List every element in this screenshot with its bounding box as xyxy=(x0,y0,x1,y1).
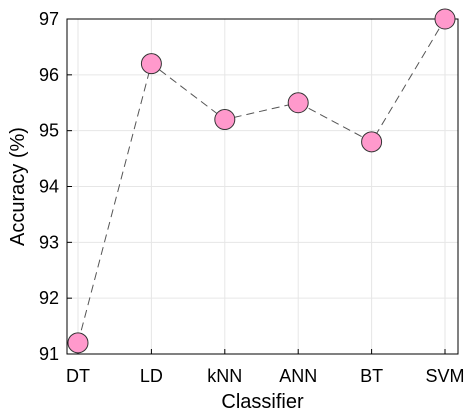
y-axis-ticks: 91 92 93 94 95 96 97 xyxy=(39,9,72,364)
data-points xyxy=(67,8,456,354)
grid-lines xyxy=(67,18,458,355)
x-axis-label: Classifier xyxy=(221,391,304,413)
x-tick-label: DT xyxy=(66,366,90,386)
data-point-knn xyxy=(214,109,236,130)
y-tick-label: 95 xyxy=(39,121,59,141)
y-tick-label: 97 xyxy=(39,9,59,29)
data-point-bt xyxy=(361,131,383,153)
y-tick-label: 96 xyxy=(39,65,59,85)
data-point-dt xyxy=(67,332,89,354)
y-tick-label: 94 xyxy=(39,177,59,197)
y-axis-label: Accuracy (%) xyxy=(7,127,29,246)
y-tick-label: 91 xyxy=(39,344,59,364)
x-tick-label: kNN xyxy=(207,366,242,386)
data-point-ld xyxy=(140,53,162,75)
x-tick-label: SVM xyxy=(425,366,464,386)
x-tick-label: LD xyxy=(140,366,163,386)
y-tick-label: 93 xyxy=(39,232,59,252)
x-tick-label: ANN xyxy=(279,366,317,386)
x-axis-ticks: DT LD kNN ANN BT SVM xyxy=(66,349,465,386)
data-point-svm xyxy=(434,8,456,30)
x-tick-label: BT xyxy=(360,366,383,386)
y-tick-label: 92 xyxy=(39,288,59,308)
series-line xyxy=(77,18,446,343)
data-point-ann xyxy=(287,92,309,114)
